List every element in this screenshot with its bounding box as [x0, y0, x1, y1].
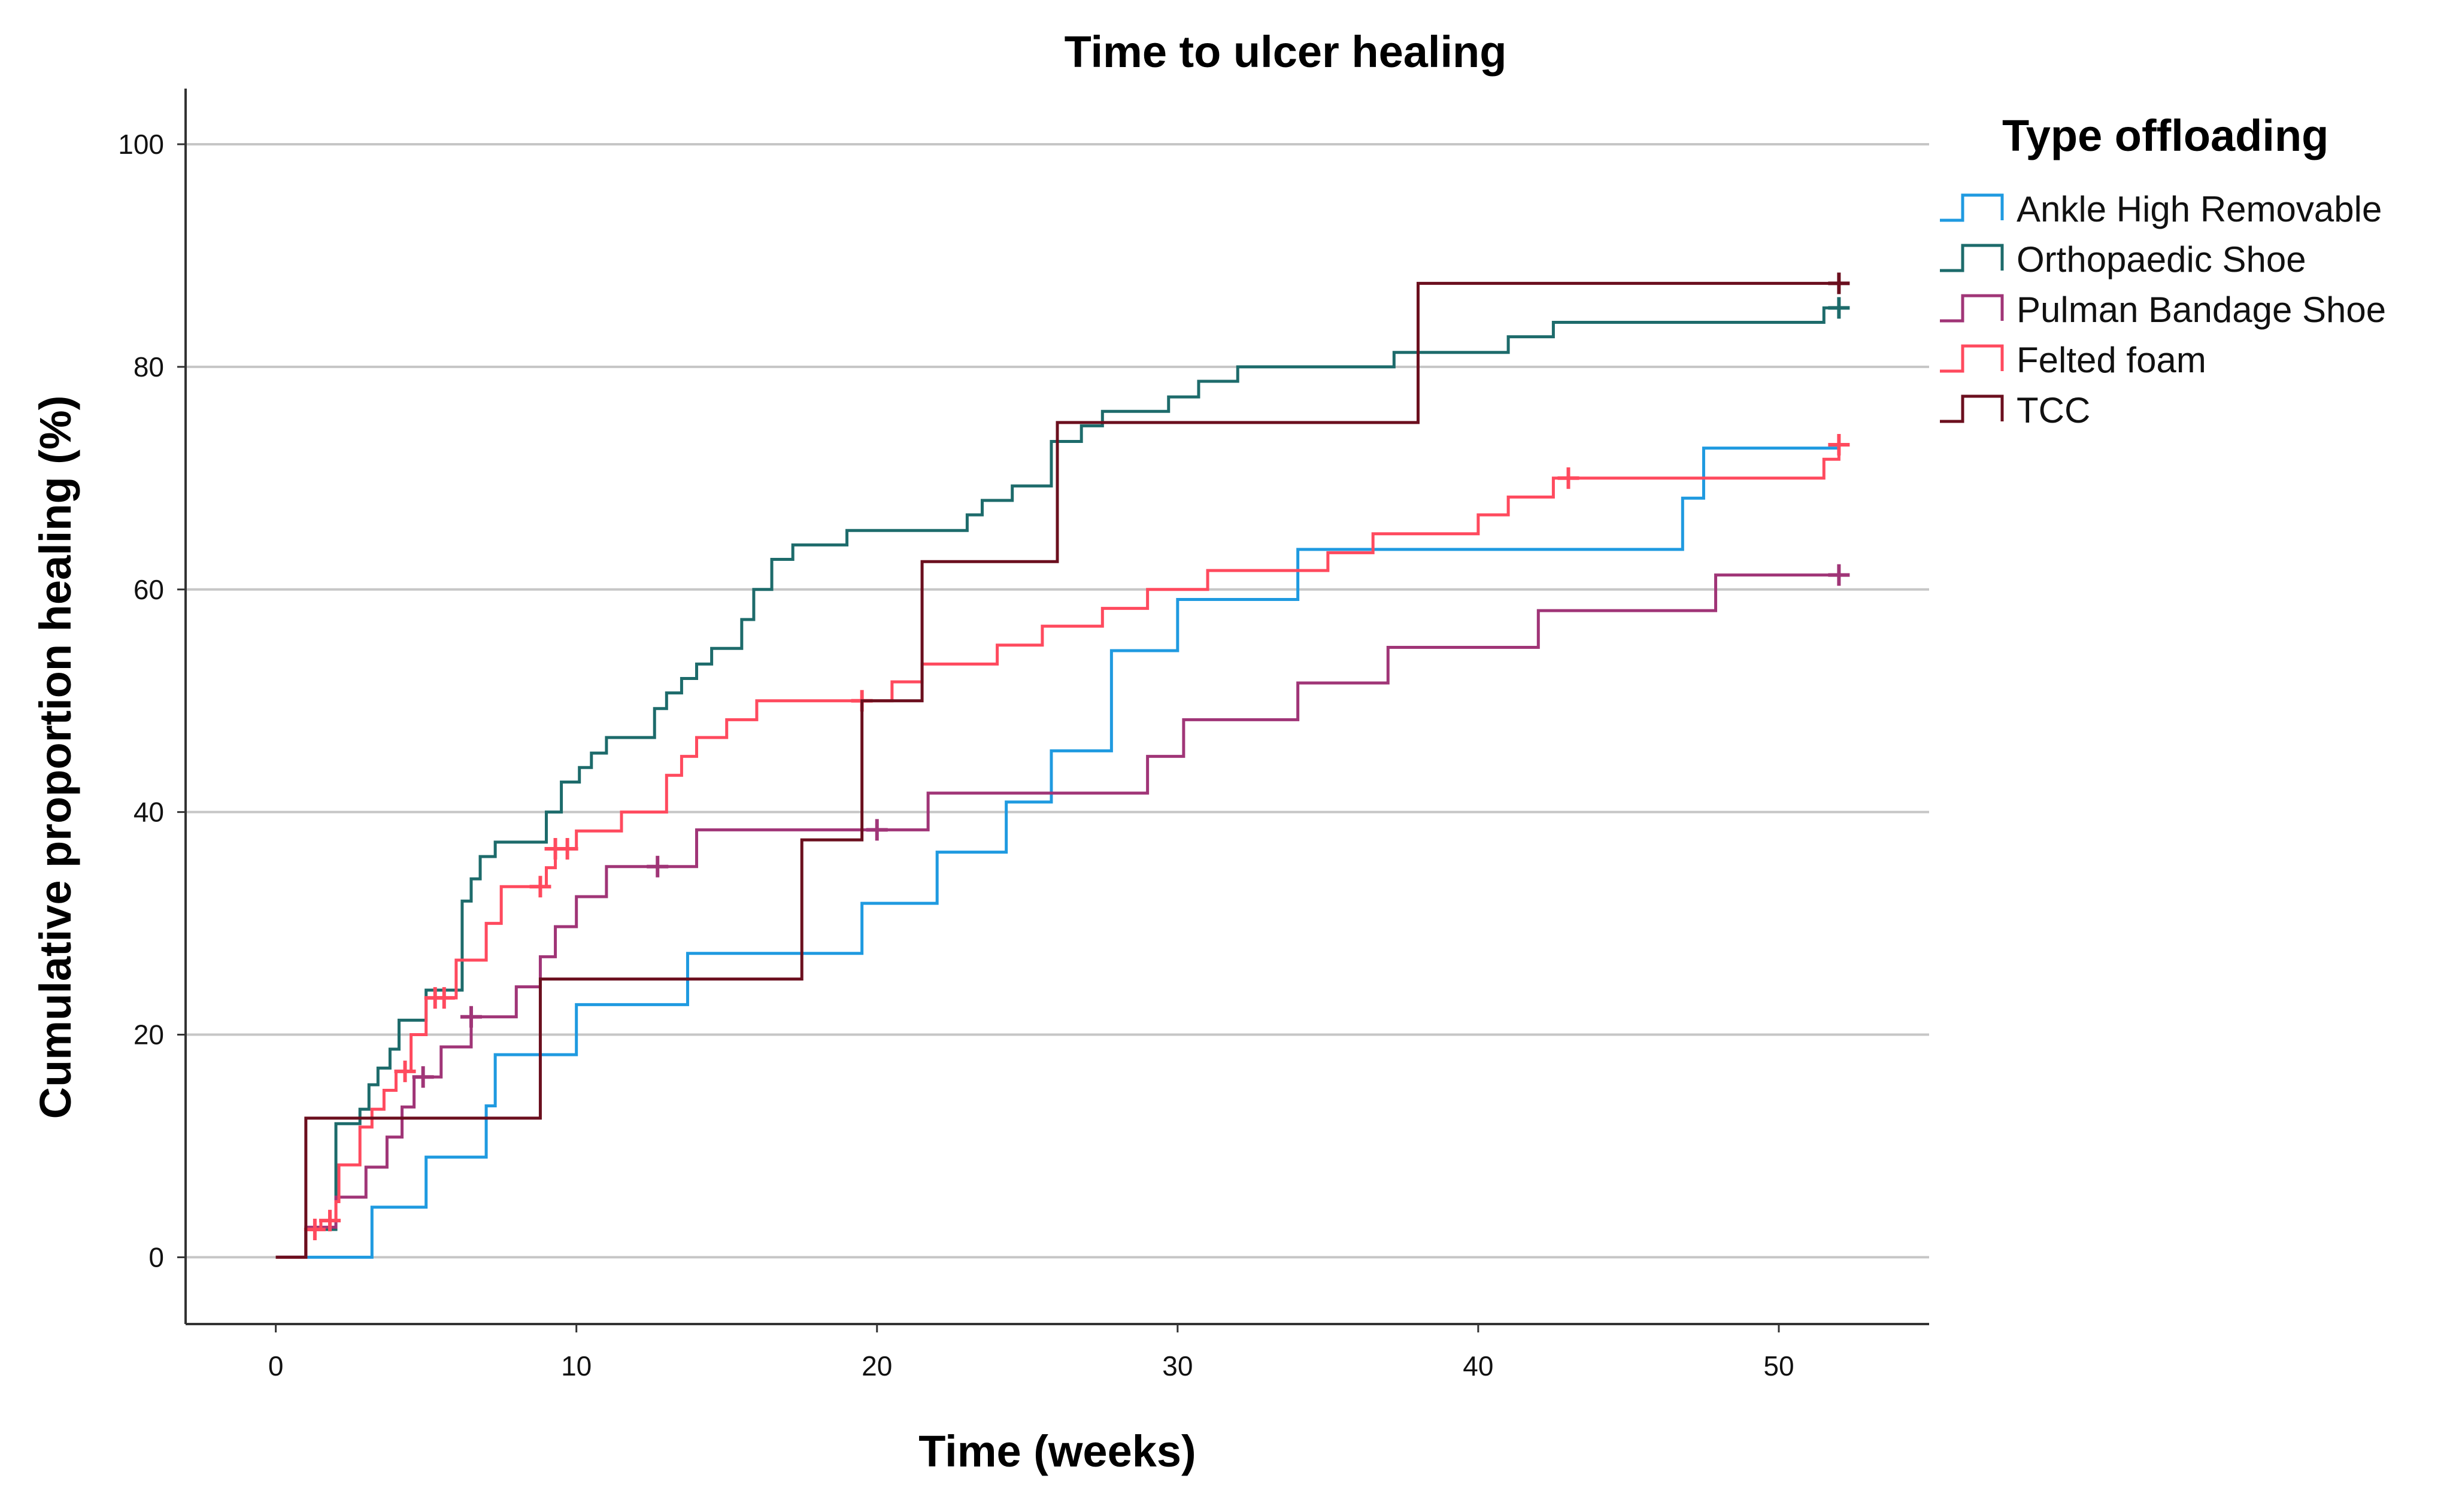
y-tick-label: 0 [148, 1241, 164, 1273]
censor-mark [304, 1218, 326, 1240]
legend-swatch [1940, 193, 2004, 222]
x-tick-label: 40 [1463, 1350, 1493, 1382]
y-tick-label: 20 [134, 1019, 164, 1050]
censor-mark [529, 876, 551, 898]
censor-mark [1557, 467, 1579, 489]
censor-mark [866, 819, 888, 841]
series-line [275, 447, 1839, 1259]
x-tick-label: 20 [862, 1350, 892, 1382]
series-ankle-high-removable [275, 447, 1839, 1259]
series-line [275, 281, 1839, 1259]
series-line [275, 573, 1839, 1259]
legend: Type offloading Ankle High Removable Orth… [1940, 111, 2386, 430]
y-tick-label: 60 [134, 574, 164, 605]
axes: 0 20 40 60 80 100 0 10 20 30 40 50 [118, 89, 1929, 1382]
legend-swatch [1940, 294, 2004, 323]
series-line [275, 445, 1840, 1259]
series-orthopaedic-shoe [275, 297, 1850, 1259]
legend-label: Pulman Bandage Shoe [2017, 290, 2386, 330]
x-tick-label: 30 [1162, 1350, 1193, 1382]
legend-label: TCC [2017, 390, 2090, 430]
series-tcc [275, 272, 1850, 1259]
legend-label: Ankle High Removable [2017, 189, 2382, 229]
y-tick-label: 80 [134, 351, 164, 382]
legend-label: Felted foam [2017, 340, 2206, 380]
legend-label: Orthopaedic Shoe [2017, 239, 2306, 280]
legend-swatch [1940, 244, 2004, 272]
censor-mark [647, 855, 669, 878]
series-group [275, 272, 1850, 1259]
censor-mark [433, 987, 455, 1009]
y-tick-label: 100 [118, 129, 164, 160]
x-tick-label: 10 [561, 1350, 592, 1382]
series-line [275, 306, 1839, 1259]
x-tick-label: 50 [1763, 1350, 1794, 1382]
censor-mark [394, 1060, 416, 1082]
chart-title: Time to ulcer healing [1065, 27, 1507, 77]
y-tick-label: 40 [134, 797, 164, 828]
censor-mark [1828, 564, 1850, 586]
x-axis-title: Time (weeks) [918, 1426, 1196, 1476]
x-tick-label: 0 [268, 1350, 284, 1382]
censor-mark [1828, 272, 1850, 294]
series-pulman-bandage-shoe [275, 564, 1850, 1259]
legend-swatch [1940, 344, 2004, 373]
legend-swatch [1940, 394, 2004, 423]
legend-title: Type offloading [2002, 111, 2328, 160]
censor-mark [556, 838, 578, 860]
censor-mark [319, 1210, 341, 1232]
censor-mark [412, 1066, 434, 1088]
censor-mark [460, 1006, 482, 1028]
censor-mark [1828, 297, 1850, 319]
censor-mark [1828, 434, 1850, 456]
y-axis-title: Cumulative proportion healing (%) [31, 396, 80, 1119]
series-felted-foam [275, 434, 1850, 1259]
grid [186, 142, 1929, 1259]
